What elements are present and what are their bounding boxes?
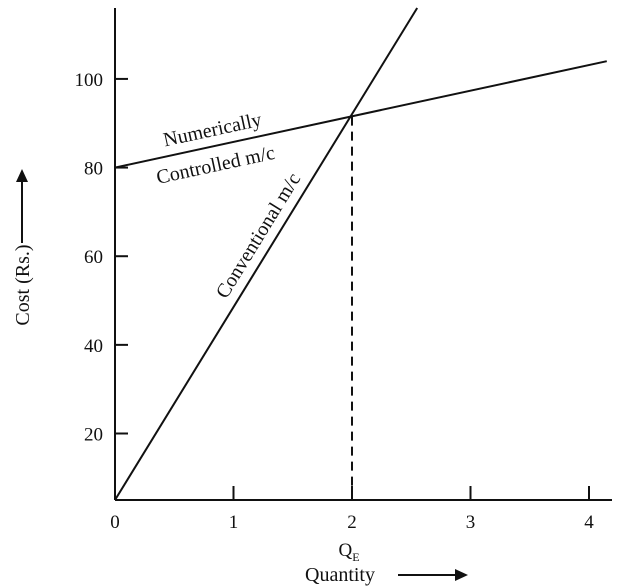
ticks: 0 1 2 3 4 20 40 60 80 100 — [75, 70, 595, 533]
x-tick-label: 4 — [584, 512, 594, 533]
y-axis-title: Cost (Rs.) — [12, 244, 34, 325]
breakeven-marker-main: Q — [338, 540, 352, 561]
series-label-1: Conventional m/c — [212, 169, 306, 302]
breakeven-marker-label: QE — [338, 540, 359, 564]
y-tick-label: 40 — [84, 336, 103, 357]
x-tick-label: 3 — [466, 512, 476, 533]
x-tick-label: 2 — [347, 512, 357, 533]
x-tick-label: 1 — [229, 512, 239, 533]
y-tick-label: 20 — [84, 425, 103, 446]
x-axis-arrow-head — [455, 569, 468, 581]
annotations: QE — [338, 116, 360, 564]
series-line-2 — [114, 60, 607, 169]
axes — [114, 8, 612, 501]
y-axis-arrow-head — [16, 169, 28, 182]
y-tick-label: 80 — [84, 159, 103, 180]
x-axis-title: Quantity — [305, 564, 375, 586]
series-label-2-line-1: Numerically — [161, 109, 263, 152]
breakeven-marker-sub: E — [352, 550, 359, 564]
series-line-1 — [114, 7, 419, 501]
series-lines — [114, 7, 607, 501]
y-tick-label: 60 — [84, 247, 103, 268]
y-tick-label: 100 — [75, 70, 104, 91]
x-tick-label: 0 — [110, 512, 120, 533]
